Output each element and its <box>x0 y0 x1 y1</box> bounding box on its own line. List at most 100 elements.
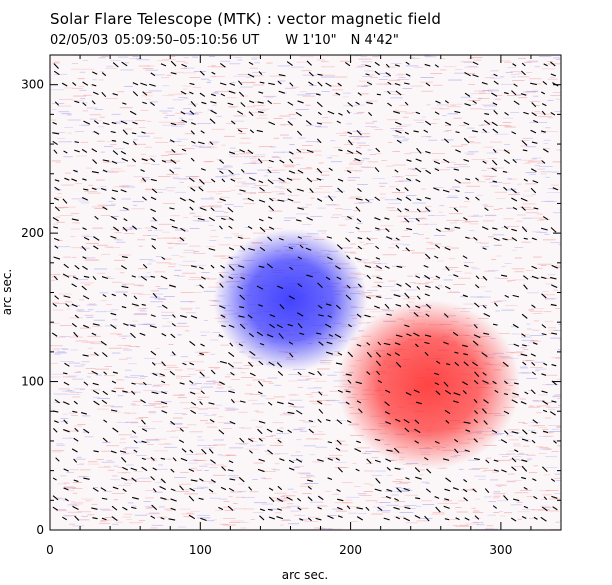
field-vector <box>150 196 157 201</box>
field-vector <box>464 103 471 107</box>
field-vector <box>228 324 235 328</box>
field-vector <box>453 274 459 278</box>
field-vector <box>227 505 234 511</box>
field-vector <box>82 178 87 181</box>
field-vector <box>444 498 450 501</box>
field-vector <box>444 488 451 492</box>
field-vector <box>258 304 263 307</box>
field-vector <box>511 131 517 135</box>
field-vector <box>540 516 547 522</box>
field-vector <box>103 371 108 375</box>
field-vector <box>258 199 266 203</box>
field-vector <box>220 314 226 318</box>
field-vector <box>394 498 399 502</box>
field-vector <box>210 459 216 464</box>
field-vector <box>395 187 401 192</box>
y-tick-label: 0 <box>36 523 44 537</box>
field-vector <box>289 266 294 271</box>
field-vector <box>383 517 390 521</box>
field-vector <box>296 130 303 136</box>
field-vector <box>413 332 420 337</box>
field-vector <box>210 264 215 269</box>
field-vector <box>317 111 322 116</box>
field-vector <box>357 92 362 96</box>
field-vector <box>295 458 303 463</box>
field-vector <box>100 187 107 191</box>
field-vector <box>131 132 137 135</box>
field-vector <box>443 381 449 387</box>
field-vector <box>112 427 119 433</box>
field-vector <box>123 293 128 297</box>
field-vector <box>297 312 304 317</box>
field-vector <box>454 179 461 184</box>
field-vector <box>199 352 204 356</box>
field-vector <box>188 495 195 502</box>
field-vector <box>160 457 166 460</box>
field-vector <box>384 217 390 220</box>
field-vector <box>152 292 158 298</box>
field-vector <box>63 429 70 433</box>
y-tick-label: 200 <box>21 226 44 240</box>
field-vector <box>170 488 176 492</box>
field-vector <box>228 351 235 358</box>
field-vector <box>356 516 364 521</box>
field-vector <box>326 236 332 239</box>
field-vector <box>161 410 168 414</box>
field-vector <box>374 70 380 76</box>
field-vector <box>424 196 431 200</box>
field-vector <box>266 334 274 338</box>
field-vector <box>297 283 303 288</box>
field-vector <box>259 508 265 512</box>
field-vector <box>268 205 275 212</box>
field-vector <box>357 283 362 288</box>
field-vector <box>140 169 145 172</box>
field-vector <box>336 506 343 511</box>
field-vector <box>229 82 236 86</box>
field-vector <box>435 506 441 513</box>
field-vector <box>228 460 234 464</box>
field-vector <box>278 90 285 94</box>
field-vector <box>354 158 361 162</box>
field-vector <box>289 158 294 164</box>
field-vector <box>425 207 431 212</box>
field-vector <box>551 264 559 269</box>
field-vector <box>111 139 117 142</box>
field-vector <box>140 82 148 86</box>
field-vector <box>279 303 285 310</box>
obs-date: 02/05/03 <box>50 33 109 48</box>
field-vector <box>345 62 351 67</box>
field-vector <box>426 468 432 474</box>
field-vector <box>521 476 527 480</box>
field-vector <box>521 344 527 347</box>
field-vector <box>92 517 98 520</box>
field-vector <box>288 170 296 174</box>
field-vector <box>74 141 80 144</box>
field-vector <box>93 245 99 250</box>
field-vector <box>455 149 461 153</box>
field-vector <box>434 64 439 68</box>
field-vector <box>208 488 214 493</box>
field-vector <box>120 189 127 193</box>
field-vector <box>199 92 206 97</box>
field-vector <box>484 207 489 211</box>
field-vector <box>512 294 520 298</box>
field-vector <box>296 148 302 153</box>
field-vector <box>473 380 479 385</box>
field-vector <box>386 449 393 452</box>
field-vector <box>540 91 546 95</box>
field-vector <box>404 101 409 106</box>
field-vector <box>219 225 223 230</box>
field-vector <box>404 217 410 223</box>
field-vector <box>327 315 333 318</box>
field-vector <box>72 276 79 280</box>
field-vector <box>550 112 556 116</box>
field-vector <box>152 217 157 222</box>
field-vector <box>327 457 333 461</box>
field-vector <box>209 418 215 423</box>
field-vector <box>112 93 119 96</box>
field-vector <box>152 372 158 376</box>
field-vector <box>258 265 265 268</box>
field-vector <box>221 466 227 471</box>
field-vector <box>228 256 233 260</box>
field-vector <box>93 236 100 241</box>
